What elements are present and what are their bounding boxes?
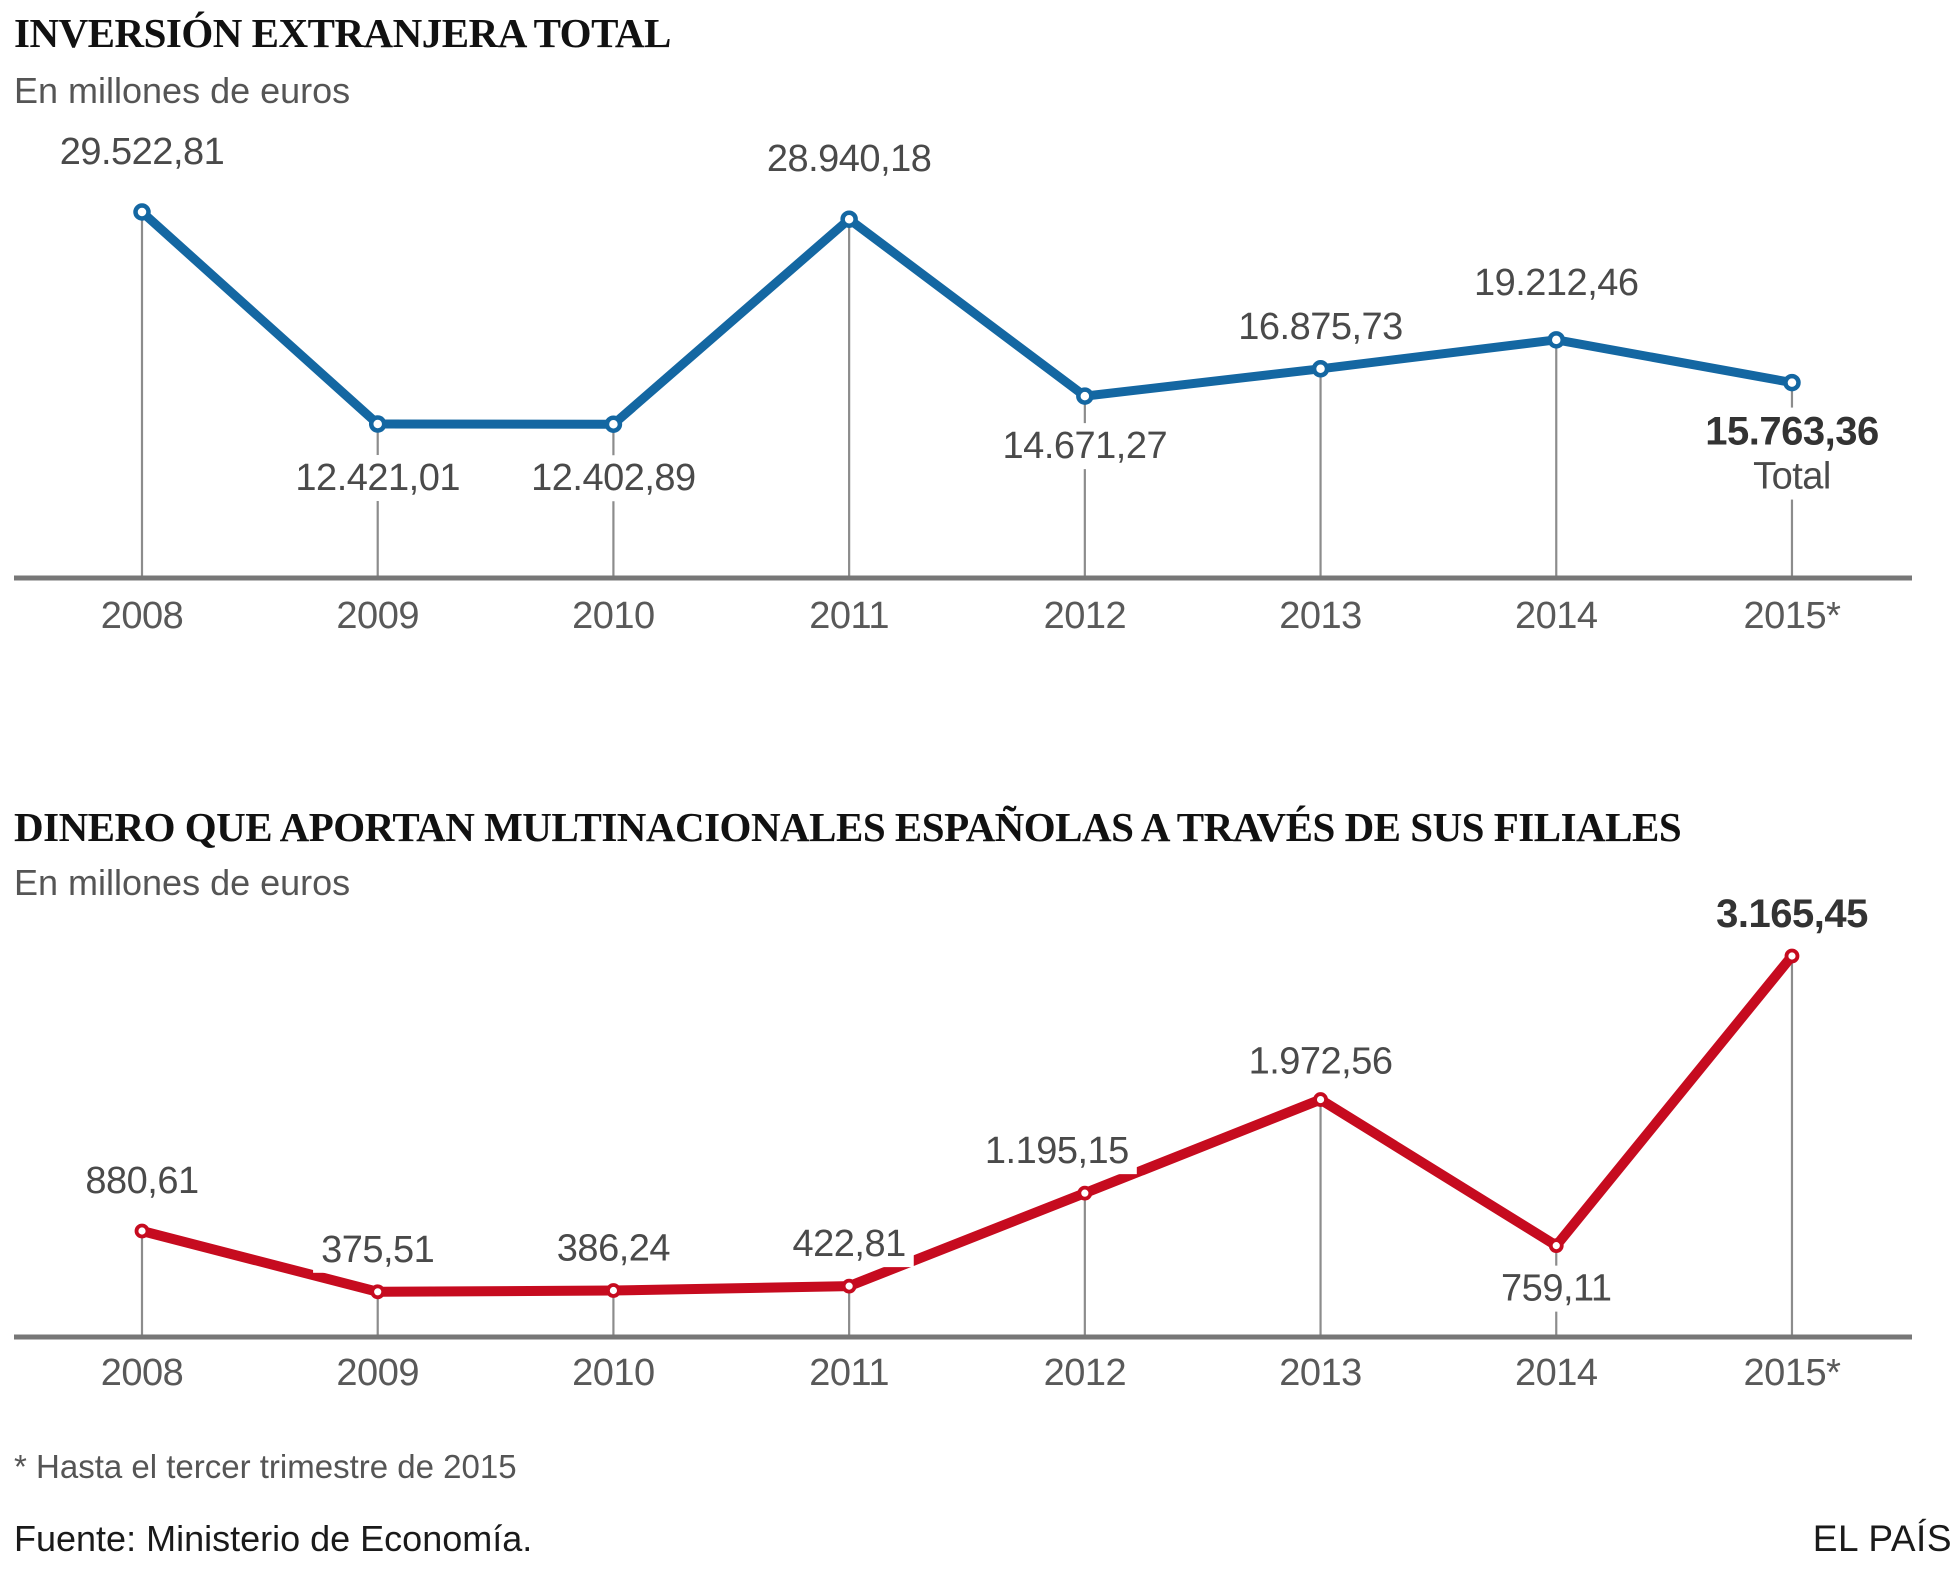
- x-tick-label: 2012: [1044, 595, 1127, 637]
- value-label: 880,61: [85, 1160, 198, 1202]
- value-label: 422,81: [793, 1223, 906, 1265]
- data-point-marker: [1548, 1238, 1564, 1254]
- x-tick-label: 2008: [101, 1352, 184, 1394]
- x-tick-label: 2013: [1279, 1352, 1362, 1394]
- value-label: 1.972,56: [1249, 1041, 1393, 1083]
- value-label-backing: [51, 129, 233, 175]
- data-point-marker: [133, 203, 151, 221]
- chart2-subtitle: En millones de euros: [14, 862, 351, 903]
- value-label-backing: [976, 1128, 1137, 1175]
- value-label: 29.522,81: [60, 131, 225, 173]
- data-point-marker: [840, 210, 858, 228]
- data-point-marker: [841, 1278, 857, 1294]
- value-label-backing: [1240, 1038, 1401, 1085]
- footnote: * Hasta el tercer trimestre de 2015: [14, 1448, 517, 1485]
- data-line: [137, 951, 1797, 1297]
- value-label: 386,24: [557, 1228, 671, 1270]
- publisher-credit: EL PAÍS: [1812, 1518, 1952, 1559]
- data-point-marker: [1783, 373, 1801, 392]
- chart1-subtitle: En millones de euros: [14, 70, 351, 111]
- value-label: 12.421,01: [295, 457, 460, 499]
- x-tick-label: 2012: [1044, 1352, 1127, 1394]
- value-sublabel: Total: [1753, 456, 1831, 498]
- value-label: 14.671,27: [1003, 425, 1168, 467]
- value-label: 3.165,45: [1716, 892, 1868, 936]
- chart1-title: INVERSIÓN EXTRANJERA TOTAL: [14, 10, 671, 56]
- x-tick-label: 2009: [336, 1352, 419, 1394]
- x-tick-label: 2015*: [1744, 595, 1842, 637]
- value-label-backing: [1465, 259, 1647, 306]
- x-tick-label: 2009: [336, 595, 419, 637]
- value-label: 16.875,73: [1238, 306, 1403, 348]
- value-label-backing: [287, 455, 468, 502]
- value-label: 375,51: [321, 1229, 434, 1271]
- chart2-title: DINERO QUE APORTAN MULTINACIONALES ESPAÑ…: [14, 804, 1682, 850]
- x-tick-label: 2014: [1515, 595, 1598, 637]
- value-label-backing: [1708, 890, 1877, 938]
- data-point-marker: [1784, 948, 1800, 964]
- x-tick-label: 2011: [809, 595, 889, 637]
- data-point-marker: [606, 1283, 621, 1298]
- x-tick-label: 2015*: [1744, 1352, 1842, 1394]
- value-label-backing: [313, 1226, 443, 1273]
- value-sublabel-backing: [1745, 453, 1839, 500]
- chart-1: 2008 2009 2010 2011 2012 2013 2014 2015* 29.522,…: [14, 129, 1912, 637]
- value-label: 28.940,18: [767, 138, 932, 180]
- value-label-backing: [1230, 303, 1411, 350]
- data-point-marker: [1311, 360, 1330, 378]
- value-label-backing: [77, 1158, 207, 1205]
- data-line: [137, 207, 1797, 429]
- data-point-marker: [370, 1284, 386, 1300]
- x-tick-label: 2011: [809, 1352, 889, 1394]
- value-label-backing: [548, 1225, 679, 1272]
- value-label: 15.763,36: [1705, 410, 1878, 454]
- value-label-backing: [523, 455, 704, 502]
- x-tick-label: 2008: [101, 595, 184, 637]
- value-label-backing: [1697, 407, 1887, 456]
- chart-2: 2008 2009 2010 2011 2012 2013 2014 2015* 880,61 3…: [14, 890, 1912, 1394]
- x-tick-label: 2010: [572, 1352, 655, 1394]
- value-label-backing: [784, 1221, 914, 1268]
- data-point-marker: [604, 415, 623, 433]
- x-tick-label: 2010: [572, 595, 655, 637]
- data-point-marker: [1313, 1092, 1328, 1107]
- value-label: 1.195,15: [985, 1130, 1129, 1172]
- data-point-marker: [134, 1223, 150, 1239]
- value-label: 759,11: [1501, 1268, 1611, 1310]
- source-credit: Fuente: Ministerio de Economía.: [14, 1518, 533, 1559]
- value-label: 19.212,46: [1474, 262, 1639, 304]
- data-point-marker: [1076, 387, 1094, 405]
- value-label: 12.402,89: [531, 457, 696, 499]
- x-tick-label: 2014: [1515, 1352, 1598, 1394]
- data-point-marker: [1077, 1185, 1093, 1201]
- value-label-backing: [1493, 1265, 1620, 1312]
- data-point-marker: [368, 415, 387, 433]
- value-label-backing: [758, 136, 940, 183]
- value-label-backing: [994, 423, 1176, 470]
- data-point-marker: [1547, 331, 1566, 349]
- x-tick-label: 2013: [1279, 595, 1362, 637]
